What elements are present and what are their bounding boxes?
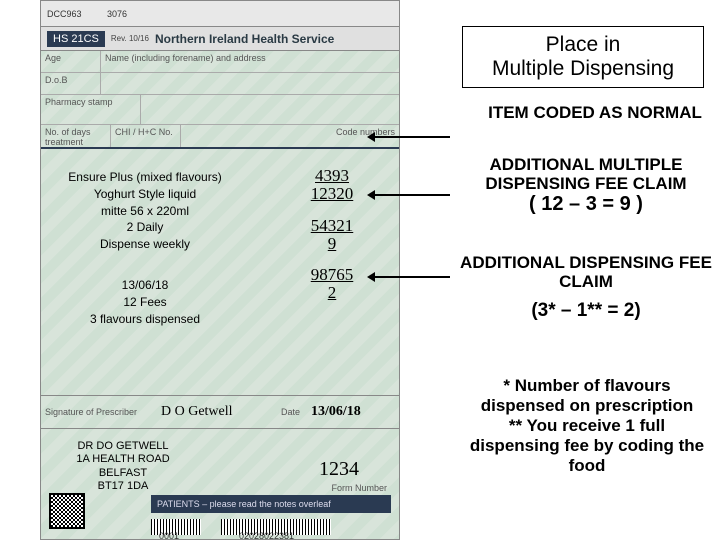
form-title-row: HS 21CS Rev. 10/16 Northern Ireland Heal… <box>41 27 399 51</box>
rx-line: Ensure Plus (mixed flavours) <box>55 169 235 186</box>
annotation-multiple-fee: ADDITIONAL MULTIPLE DISPENSING FEE CLAIM… <box>456 156 716 215</box>
sig-name: D O Getwell <box>161 404 281 420</box>
form-header: DCC963 3076 <box>41 1 399 27</box>
prescription-form: DCC963 3076 HS 21CS Rev. 10/16 Northern … <box>40 0 400 540</box>
lbl-days: No. of days treatment <box>41 125 111 147</box>
footnote: * Number of flavours dispensed on prescr… <box>462 376 712 476</box>
form-id: DCC963 <box>47 9 107 19</box>
sig-datelabel: Date <box>281 407 311 417</box>
formnum-label: Form Number <box>331 483 387 493</box>
lbl-dob: D.o.B <box>41 73 101 94</box>
row-age-name: Age Name (including forename) and addres… <box>41 51 399 73</box>
signature-row: Signature of Prescriber D O Getwell Date… <box>41 395 399 429</box>
rx-line: 2 Daily <box>55 219 235 236</box>
patients-bar: PATIENTS – please read the notes overlea… <box>151 495 391 513</box>
rx-line: Yoghurt Style liquid <box>55 186 235 203</box>
arrow-icon <box>370 194 450 196</box>
arrow-icon <box>370 276 450 278</box>
row-codes: No. of days treatment CHI / H+C No. Code… <box>41 125 399 149</box>
lbl-chi: CHI / H+C No. <box>111 125 181 147</box>
code-pair-2: 54321 9 <box>287 217 377 253</box>
row-dob: D.o.B <box>41 73 399 95</box>
form-number: 1234 <box>319 458 359 481</box>
form-rev: Rev. 10/16 <box>111 34 149 43</box>
qr-icon <box>49 493 85 529</box>
row-pharmacy: Pharmacy stamp <box>41 95 399 125</box>
sig-label: Signature of Prescriber <box>41 407 161 417</box>
prescriber-address: DR DO GETWELL 1A HEALTH ROAD BELFAST BT1… <box>53 440 193 493</box>
rx-line: mitte 56 x 220ml <box>55 203 235 220</box>
lbl-name: Name (including forename) and address <box>101 51 399 72</box>
panel-title: Place in Multiple Dispensing <box>462 26 704 88</box>
rx-text: Ensure Plus (mixed flavours) Yoghurt Sty… <box>55 169 235 327</box>
rx-meta: 13/06/18 <box>55 277 235 294</box>
rx-meta: 3 flavours dispensed <box>55 311 235 328</box>
annotation-item-normal: ITEM CODED AS NORMAL <box>480 104 710 123</box>
arrow-icon <box>370 136 450 138</box>
lbl-pharmacy: Pharmacy stamp <box>41 95 141 124</box>
rx-meta: 12 Fees <box>55 294 235 311</box>
annotation-additional-fee: ADDITIONAL DISPENSING FEE CLAIM (3* – 1*… <box>456 254 716 322</box>
hs-badge: HS 21CS <box>47 31 105 47</box>
nhs-title: Northern Ireland Health Service <box>155 32 334 46</box>
annotation-panel: Place in Multiple Dispensing ITEM CODED … <box>410 0 720 540</box>
sig-date: 13/06/18 <box>311 404 361 420</box>
form-seq: 3076 <box>107 9 147 19</box>
rx-line: Dispense weekly <box>55 236 235 253</box>
lbl-age: Age <box>41 51 101 72</box>
